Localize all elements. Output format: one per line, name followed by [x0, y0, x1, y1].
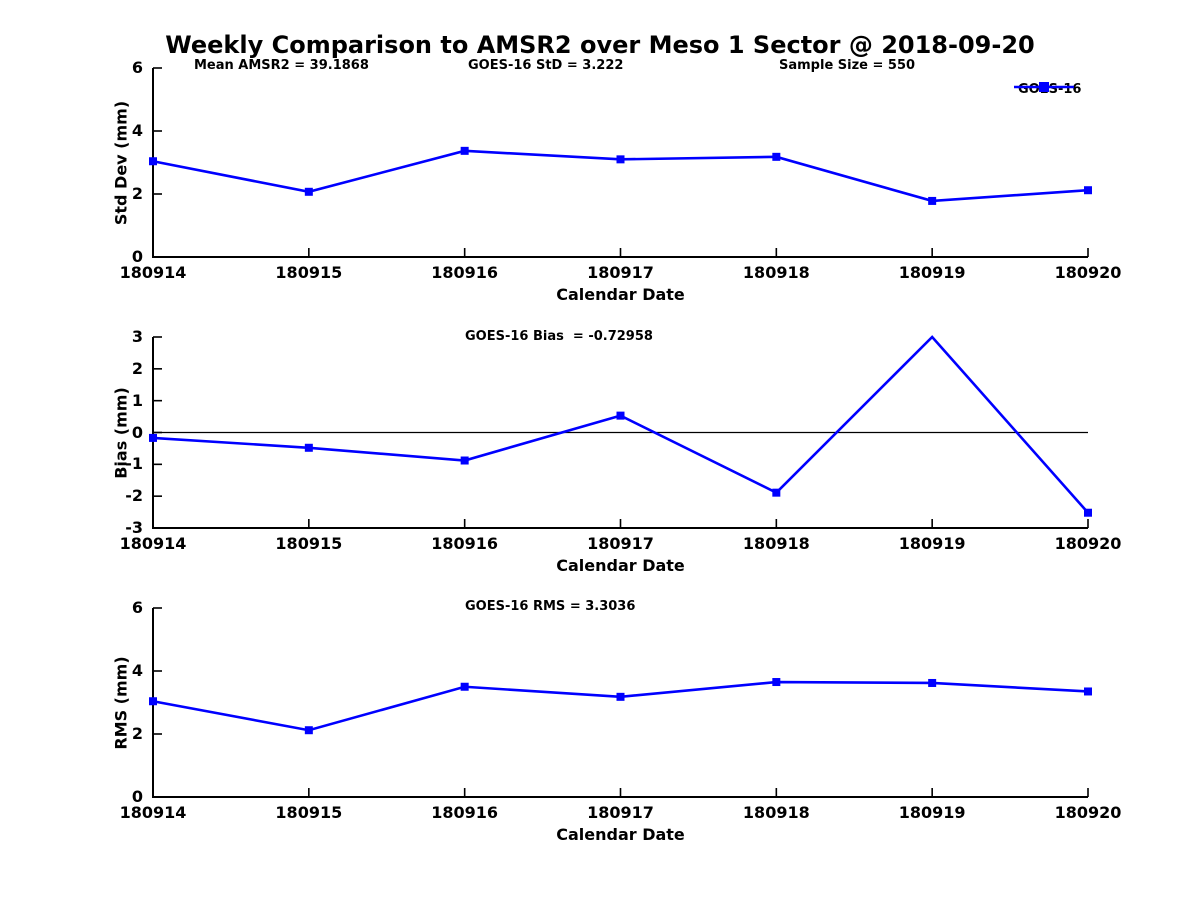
rms-x-tick-label: 180915 [275, 803, 343, 822]
bias-y-axis-label: Bias (mm) [111, 386, 131, 479]
std_dev-y-tick-label: 0 [131, 247, 143, 266]
std_dev-x-tick-label: 180920 [1054, 263, 1122, 282]
rms-x-axis-label: Calendar Date [556, 825, 685, 844]
std_dev-y-axis-label: Std Dev (mm) [111, 100, 131, 225]
rms-x-tick-label: 180919 [898, 803, 966, 822]
rms-data-point-marker [772, 678, 781, 687]
std_dev-x-axis-label: Calendar Date [556, 285, 685, 304]
std_dev-x-tick-label: 180917 [587, 263, 654, 282]
bias-y-tick-label: 0 [131, 422, 143, 442]
legend-label: GOES-16 [1018, 81, 1082, 97]
std_dev-annotation: Mean AMSR2 = 39.1868 [194, 58, 369, 73]
bias-x-tick-label: 180920 [1054, 534, 1122, 553]
rms-x-tick-label: 180918 [742, 803, 810, 822]
rms-data-point-marker [1084, 687, 1092, 696]
std_dev-data-point-marker [772, 152, 781, 161]
std_dev-x-tick-label: 180919 [898, 263, 966, 282]
bias-x-axis-label: Calendar Date [556, 556, 685, 575]
rms-series-line [152, 680, 1089, 732]
rms-annotation: GOES-16 RMS = 3.3036 [465, 599, 636, 614]
bias-y-tick-label: -3 [125, 518, 143, 537]
rms-y-tick-label: 0 [131, 787, 143, 806]
std_dev-y-tick-label: 6 [131, 58, 143, 77]
std_dev-data-point-marker [149, 157, 157, 166]
std_dev-data-point-marker [928, 196, 937, 205]
bias-y-tick-label: 1 [131, 390, 143, 410]
std_dev-data-point-marker [616, 155, 625, 164]
rms-data-point-marker [304, 726, 313, 735]
bias-x-tick-label: 180918 [742, 534, 810, 553]
bias-y-tick-label: -2 [125, 486, 143, 506]
rms-x-tick-label: 180920 [1054, 803, 1122, 822]
rms-x-tick-label: 180917 [587, 803, 654, 822]
legend: GOES-16 [1012, 80, 1081, 98]
bias-y-tick-label: -1 [125, 454, 143, 474]
std_dev-y-tick-label: 4 [131, 121, 143, 140]
bias-data-point-marker [772, 488, 781, 497]
std_dev-data-point-marker [460, 146, 469, 155]
std_dev-y-tick-label: 2 [131, 184, 143, 203]
rms-data-point-marker [616, 692, 625, 701]
legend-line [1014, 82, 1074, 92]
std_dev-x-tick-label: 180914 [119, 263, 187, 282]
std_dev-x-tick-label: 180915 [275, 263, 343, 282]
rms-y-axis-label: RMS (mm) [111, 655, 131, 750]
rms-data-point-marker [928, 678, 937, 687]
rms-x-tick-label: 180914 [119, 803, 187, 822]
bias-x-tick-label: 180914 [119, 534, 187, 553]
legend-marker-icon [1039, 82, 1049, 92]
std_dev-x-tick-label: 180918 [742, 263, 810, 282]
std_dev-annotation: GOES-16 StD = 3.222 [468, 58, 624, 73]
std_dev-x-tick-label: 180916 [431, 263, 499, 282]
bias-x-tick-label: 180919 [898, 534, 966, 553]
std_dev-data-point-marker [304, 187, 313, 196]
bias-annotation: GOES-16 Bias = -0.72958 [465, 329, 653, 344]
std_dev-data-point-marker [1084, 186, 1092, 195]
bias-data-point-marker [1084, 508, 1092, 517]
bias-data-point-marker [460, 456, 469, 465]
chart-title: Weekly Comparison to AMSR2 over Meso 1 S… [165, 31, 1035, 59]
bias-x-tick-label: 180915 [275, 534, 343, 553]
rms-y-tick-label: 6 [131, 598, 143, 617]
bias-data-point-marker [149, 433, 157, 442]
bias-y-tick-label: 2 [131, 358, 143, 378]
rms-y-tick-label: 4 [131, 661, 143, 680]
bias-data-point-marker [304, 443, 313, 452]
std_dev-annotation: Sample Size = 550 [779, 58, 916, 73]
rms-data-point-marker [460, 682, 469, 691]
bias-data-point-marker [616, 411, 625, 420]
bias-y-tick-label: 3 [131, 327, 143, 346]
bias-x-tick-label: 180917 [587, 534, 654, 553]
rms-x-tick-label: 180916 [431, 803, 499, 822]
bias-x-tick-label: 180916 [431, 534, 499, 553]
rms-data-point-marker [149, 697, 157, 706]
rms-y-tick-label: 2 [131, 724, 143, 743]
bias-series-line [152, 335, 1089, 514]
